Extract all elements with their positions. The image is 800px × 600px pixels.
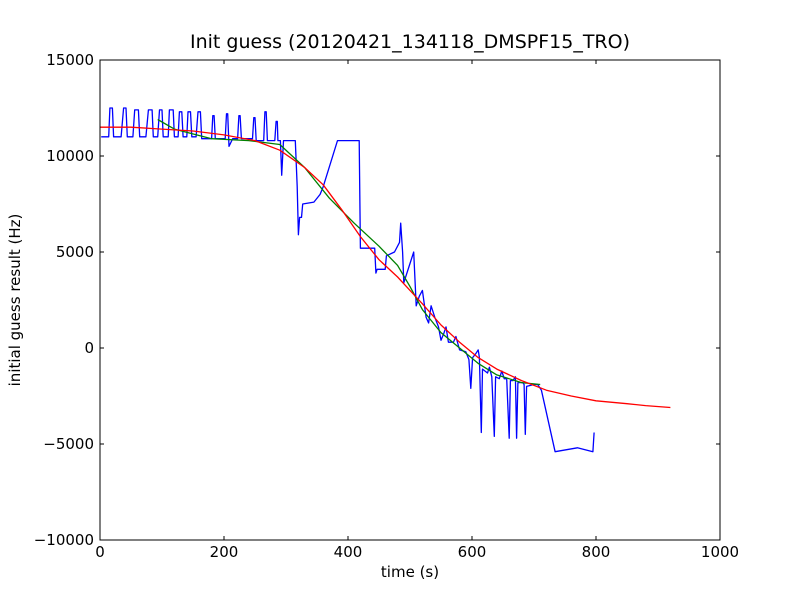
y-tick-label: −5000 — [43, 435, 94, 453]
y-axis-label: initial guess result (Hz) — [6, 214, 24, 387]
series-line-3 — [100, 126, 671, 409]
x-tick-label: 400 — [334, 543, 363, 561]
tick-labels-layer: 0 200 400 600 800 1000 −10000 −5000 0 5000 10000 15… — [34, 51, 739, 561]
series-layer — [100, 107, 671, 453]
x-tick-label: 1000 — [701, 543, 739, 561]
x-tick-label: 600 — [458, 543, 487, 561]
y-tick-label: −10000 — [34, 531, 94, 549]
y-tick-label: 10000 — [46, 147, 94, 165]
x-tick-label: 200 — [210, 543, 239, 561]
plot-area-frame — [99, 59, 721, 541]
x-tick-label: 800 — [582, 543, 611, 561]
x-axis-label: time (s) — [381, 563, 439, 581]
y-tick-label: 5000 — [56, 243, 94, 261]
y-tick-label: 0 — [84, 339, 94, 357]
series-line-2 — [157, 118, 541, 386]
chart-title: Init guess (20120421_134118_DMSPF15_TRO) — [190, 31, 630, 53]
series-line-1 — [101, 107, 595, 453]
y-tick-label: 15000 — [46, 51, 94, 69]
x-tick-label: 0 — [95, 543, 105, 561]
